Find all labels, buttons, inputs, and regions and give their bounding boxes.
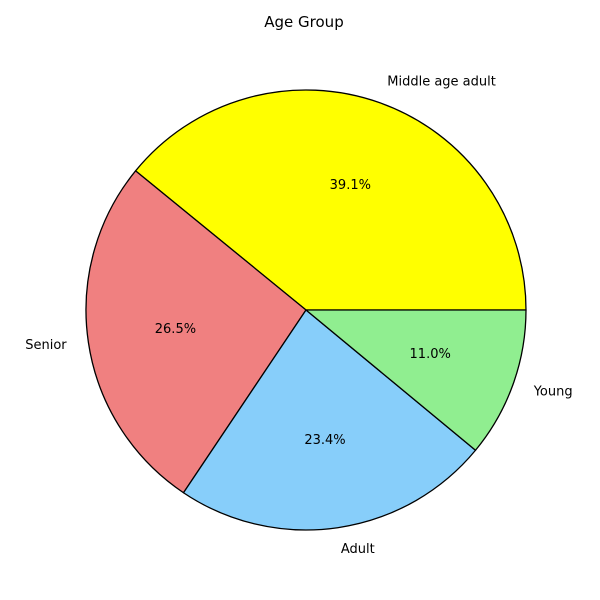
slice-percentage-label: 26.5% [155, 322, 196, 337]
pie-slice-senior [85, 170, 307, 494]
slice-percentage-label: 11.0% [410, 347, 451, 362]
pie-slice-middle-age-adult [134, 89, 527, 311]
pie-slice-adult [182, 309, 477, 531]
pie-slice-young [305, 309, 527, 451]
slice-label: Young [533, 384, 573, 399]
pie-labels: Middle age adult 39.1% Senior 26.5% Adult 23.… [25, 75, 572, 557]
chart-title: Age Group [264, 13, 343, 31]
pie-slices [85, 89, 527, 531]
slice-label: Middle age adult [387, 75, 496, 90]
slice-percentage-label: 23.4% [304, 433, 345, 448]
slice-label: Senior [25, 338, 67, 353]
slice-label: Adult [341, 542, 375, 557]
slice-percentage-label: 39.1% [330, 178, 371, 193]
